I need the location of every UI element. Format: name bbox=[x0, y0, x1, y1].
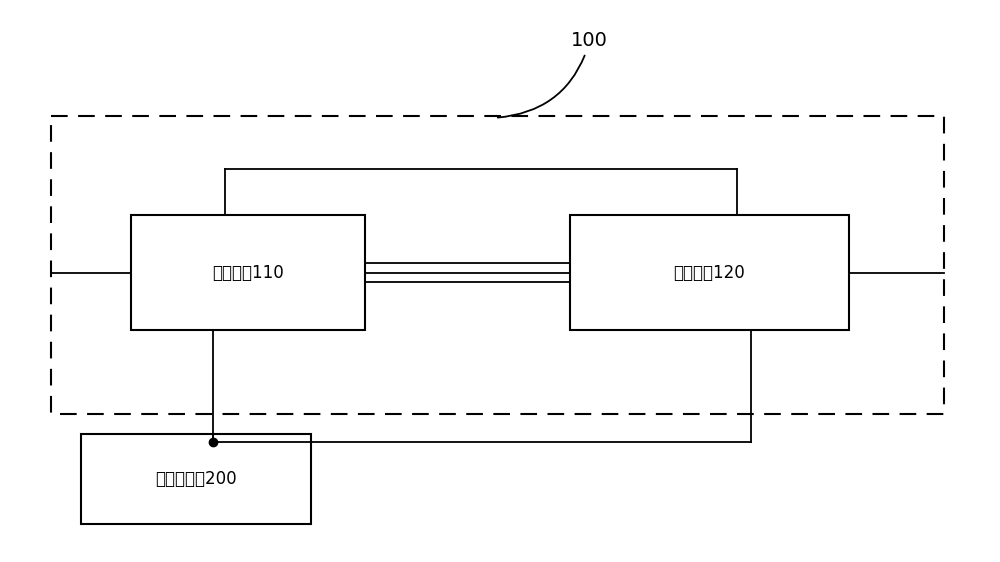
Text: 偏置电路110: 偏置电路110 bbox=[212, 264, 284, 282]
Text: 100: 100 bbox=[498, 31, 608, 117]
Bar bbox=[131, 215, 365, 330]
Bar bbox=[570, 215, 849, 330]
Text: 负压供电源200: 负压供电源200 bbox=[155, 470, 237, 488]
Text: 调压电路120: 调压电路120 bbox=[674, 264, 745, 282]
Bar bbox=[51, 116, 944, 414]
Bar bbox=[81, 434, 311, 524]
